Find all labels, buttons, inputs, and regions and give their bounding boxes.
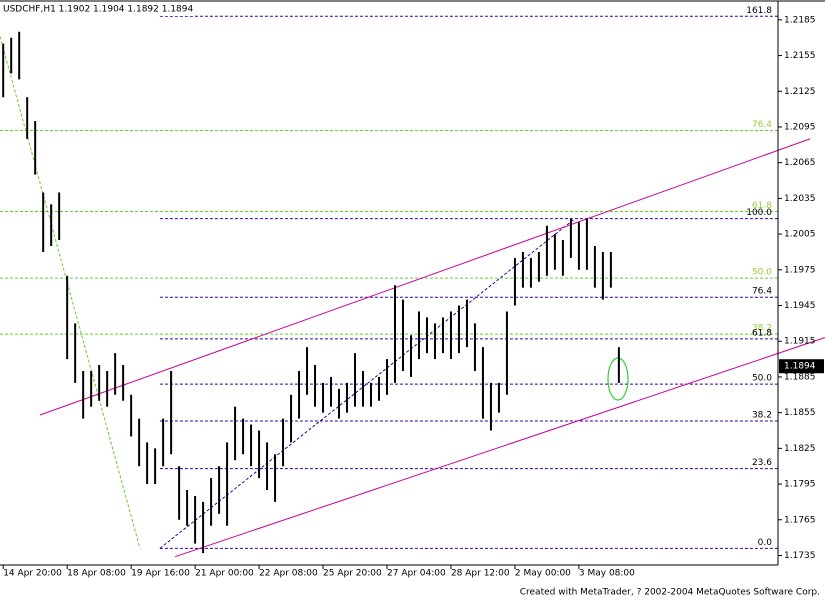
y-tick-label: 1.2095 (784, 122, 816, 132)
y-tick-label: 1.2155 (784, 51, 816, 61)
fib-label: 76.4 (752, 120, 772, 130)
x-tick-label: 27 Apr 04:00 (387, 569, 446, 579)
title-bg (0, 2, 193, 16)
last-price-label: 1.1894 (784, 362, 816, 372)
y-tick-label: 1.1735 (784, 551, 816, 561)
fib-label: 0.0 (758, 538, 773, 548)
x-tick-label: 3 May 08:00 (579, 569, 635, 579)
channel-line (39, 138, 811, 416)
y-tick-label: 1.1915 (784, 337, 816, 347)
x-tick-label: 19 Apr 16:00 (131, 569, 190, 579)
x-tick-label: 28 Apr 12:00 (451, 569, 510, 579)
x-tick-label: 21 Apr 00:00 (195, 569, 254, 579)
fib-label: 38.2 (752, 410, 772, 420)
fib-label: 76.4 (752, 287, 772, 297)
y-tick-label: 1.2005 (784, 230, 816, 240)
y-tick-label: 1.2125 (784, 87, 816, 97)
channel-line (174, 337, 825, 558)
y-tick-label: 1.2035 (784, 194, 816, 204)
fib-label: 100.0 (746, 208, 772, 218)
fib-label: 23.6 (752, 458, 772, 468)
last-price-box (779, 359, 824, 374)
fib-base (0, 36, 141, 549)
footer: Created with MetaTrader, ? 2002-2004 Met… (520, 588, 820, 598)
y-tick-label: 1.2185 (784, 15, 816, 25)
fib-label: 61.8 (752, 201, 772, 211)
x-tick-label: 18 Apr 08:00 (67, 569, 126, 579)
y-tick-label: 1.1945 (784, 301, 816, 311)
fib-label: 161.8 (746, 6, 772, 16)
x-tick-label: 25 Apr 20:00 (323, 569, 382, 579)
x-tick-label: 22 Apr 08:00 (259, 569, 318, 579)
y-tick-label: 1.2065 (784, 158, 816, 168)
y-tick-label: 1.1795 (784, 480, 816, 490)
y-tick-label: 1.1975 (784, 265, 816, 275)
fib-label: 50.0 (752, 268, 772, 278)
y-tick-label: 1.1765 (784, 515, 816, 525)
fib-label: 38.2 (752, 324, 772, 334)
x-tick-label: 14 Apr 20:00 (3, 569, 62, 579)
y-tick-label: 1.1885 (784, 372, 816, 382)
fib-base (159, 218, 576, 549)
fib-label: 50.0 (752, 374, 772, 384)
chart-title: USDCHF,H1 1.1902 1.1904 1.1892 1.1894 (3, 5, 193, 15)
x-tick-label: 2 May 00:00 (515, 569, 571, 579)
y-tick-label: 1.1855 (784, 408, 816, 418)
fib-label: 61.8 (752, 328, 772, 338)
y-tick-label: 1.1825 (784, 444, 816, 454)
